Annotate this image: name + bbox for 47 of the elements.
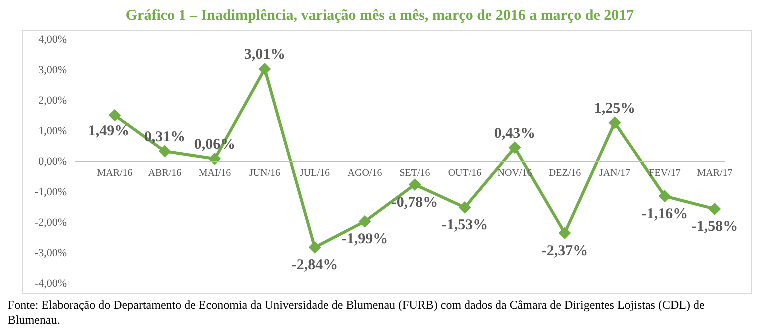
data-label: 3,01% [244, 47, 286, 64]
x-tick-label: JUN/16 [249, 168, 281, 179]
x-tick-label: AGO/16 [348, 168, 382, 179]
y-tick-label: 2,00% [38, 94, 67, 107]
data-label: -1,58% [692, 219, 738, 236]
data-label: -1,53% [442, 218, 488, 234]
x-tick-label: ABR/16 [148, 168, 182, 179]
x-tick-label: MAR/16 [97, 168, 133, 179]
y-tick-label: -4,00% [34, 278, 67, 290]
x-tick-label: DEZ/16 [548, 168, 582, 179]
data-label: -0,78% [392, 194, 438, 211]
y-tick-label: 3,00% [38, 64, 67, 76]
x-tick-label: OUT/16 [448, 168, 482, 179]
data-label: -1,99% [342, 232, 388, 248]
point [159, 146, 171, 158]
point [209, 153, 221, 166]
y-tick-label: 1,00% [38, 125, 67, 138]
point [309, 242, 321, 254]
source-note: Fonte: Elaboração do Departamento de Economia da Universidade de Blumenau (FURB) com dados da Câmara de Dirigentes Lojistas (CDL) de Blumenau. [8, 298, 706, 328]
point [659, 190, 671, 202]
y-tick-label: 4,00% [38, 34, 67, 46]
data-label: 0,43% [494, 126, 536, 142]
point [359, 216, 371, 228]
point [609, 116, 621, 129]
data-label: 1,25% [594, 100, 636, 117]
y-tick-label: 0,00% [38, 156, 67, 168]
point [109, 110, 121, 122]
y-tick-label: -1,00% [34, 186, 67, 198]
data-label: 1,49% [88, 124, 130, 140]
point [709, 203, 721, 216]
point [559, 227, 571, 240]
data-label: 0,31% [144, 130, 186, 146]
y-tick-label: -3,00% [34, 247, 67, 260]
x-tick-label: JUL/16 [300, 168, 330, 179]
point [409, 178, 421, 191]
x-tick-label: JAN/17 [599, 168, 631, 179]
point [509, 142, 521, 154]
x-tick-label: MAI/16 [198, 168, 232, 179]
chart-title: Gráfico 1 – Inadimplência, variação mês a mês, março de 2016 a março de 2017 [124, 8, 636, 26]
data-label: -2,84% [292, 258, 338, 274]
x-tick-label: SET/16 [400, 168, 430, 179]
y-tick-label: -2,00% [34, 216, 67, 229]
x-tick-label: MAR/17 [697, 168, 733, 179]
data-label: -2,37% [542, 243, 588, 260]
point [459, 202, 471, 214]
point [259, 63, 271, 76]
data-label: -1,16% [642, 206, 688, 222]
